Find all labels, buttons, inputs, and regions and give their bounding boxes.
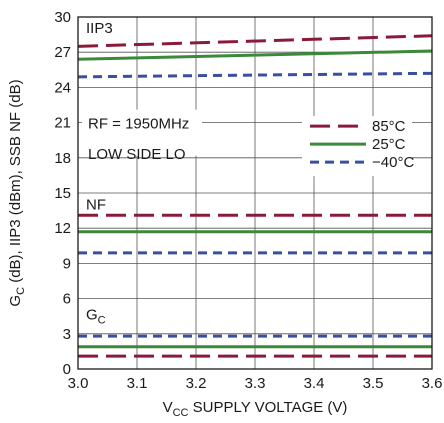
x-tick-label: 3.3: [245, 375, 266, 392]
nf-label-bg: [82, 195, 114, 214]
x-tick-label: 3.6: [422, 375, 443, 392]
y-tick-label: 6: [63, 291, 71, 308]
gc-label-main: G: [86, 307, 98, 324]
x-axis-title-main: V: [163, 399, 173, 416]
y-axis-title: GC (dB), IIP3 (dBm), SSB NF (dB): [7, 79, 27, 306]
iip3-label: IIP3: [86, 20, 113, 37]
x-tick-label: 3.1: [127, 375, 148, 392]
y-tick-label: 27: [54, 44, 71, 61]
conditions-bg: [82, 109, 202, 156]
y-tick-label: 21: [54, 115, 71, 132]
y-tick-label: 15: [54, 185, 71, 202]
x-axis-title-sub: CC: [173, 407, 189, 419]
series-line-iip3: [77, 49, 433, 61]
legend-label: 85°C: [372, 118, 406, 135]
legend-label: −40°C: [372, 154, 414, 171]
y-tick-label: 12: [54, 220, 71, 237]
y-tick-labels: 0 3 6 9 12 15 18 21 24 27 30: [54, 9, 71, 378]
y-axis-title-rest: (dB), IIP3 (dBm), SSB NF (dB): [7, 79, 24, 287]
iip3-label-bg: [82, 19, 124, 37]
legend: 85°C25°C−40°C: [310, 118, 414, 171]
gc-label: GC: [86, 307, 106, 327]
legend-label: 25°C: [372, 136, 406, 153]
series-lines: [77, 34, 433, 358]
grid: [78, 17, 432, 369]
x-axis-title-rest: SUPPLY VOLTAGE (V): [188, 399, 347, 416]
y-tick-label: 18: [54, 150, 71, 167]
y-axis-title-main: G: [7, 295, 24, 307]
y-tick-label: 9: [63, 255, 71, 272]
plot-frame: [77, 16, 433, 370]
conditions-line-1: RF = 1950MHz: [88, 115, 189, 132]
x-tick-label: 3.0: [68, 375, 89, 392]
gc-label-sub: C: [98, 315, 106, 327]
x-tick-label: 3.4: [304, 375, 325, 392]
nf-label: NF: [86, 196, 106, 213]
y-tick-label: 3: [63, 326, 71, 343]
x-tick-label: 3.5: [363, 375, 384, 392]
series-line-iip3: [77, 34, 433, 48]
y-tick-label: 24: [54, 79, 71, 96]
gc-label-bg: [82, 305, 116, 330]
y-tick-label: 0: [63, 361, 71, 378]
y-tick-label: 30: [54, 9, 71, 26]
x-tick-label: 3.2: [186, 375, 207, 392]
conditions-line-2: LOW SIDE LO: [88, 146, 186, 163]
y-axis-title-sub: C: [15, 287, 27, 295]
x-tick-labels: 3.0 3.1 3.2 3.3 3.4 3.5 3.6: [68, 375, 443, 392]
x-axis-title: VCC SUPPLY VOLTAGE (V): [163, 399, 348, 419]
